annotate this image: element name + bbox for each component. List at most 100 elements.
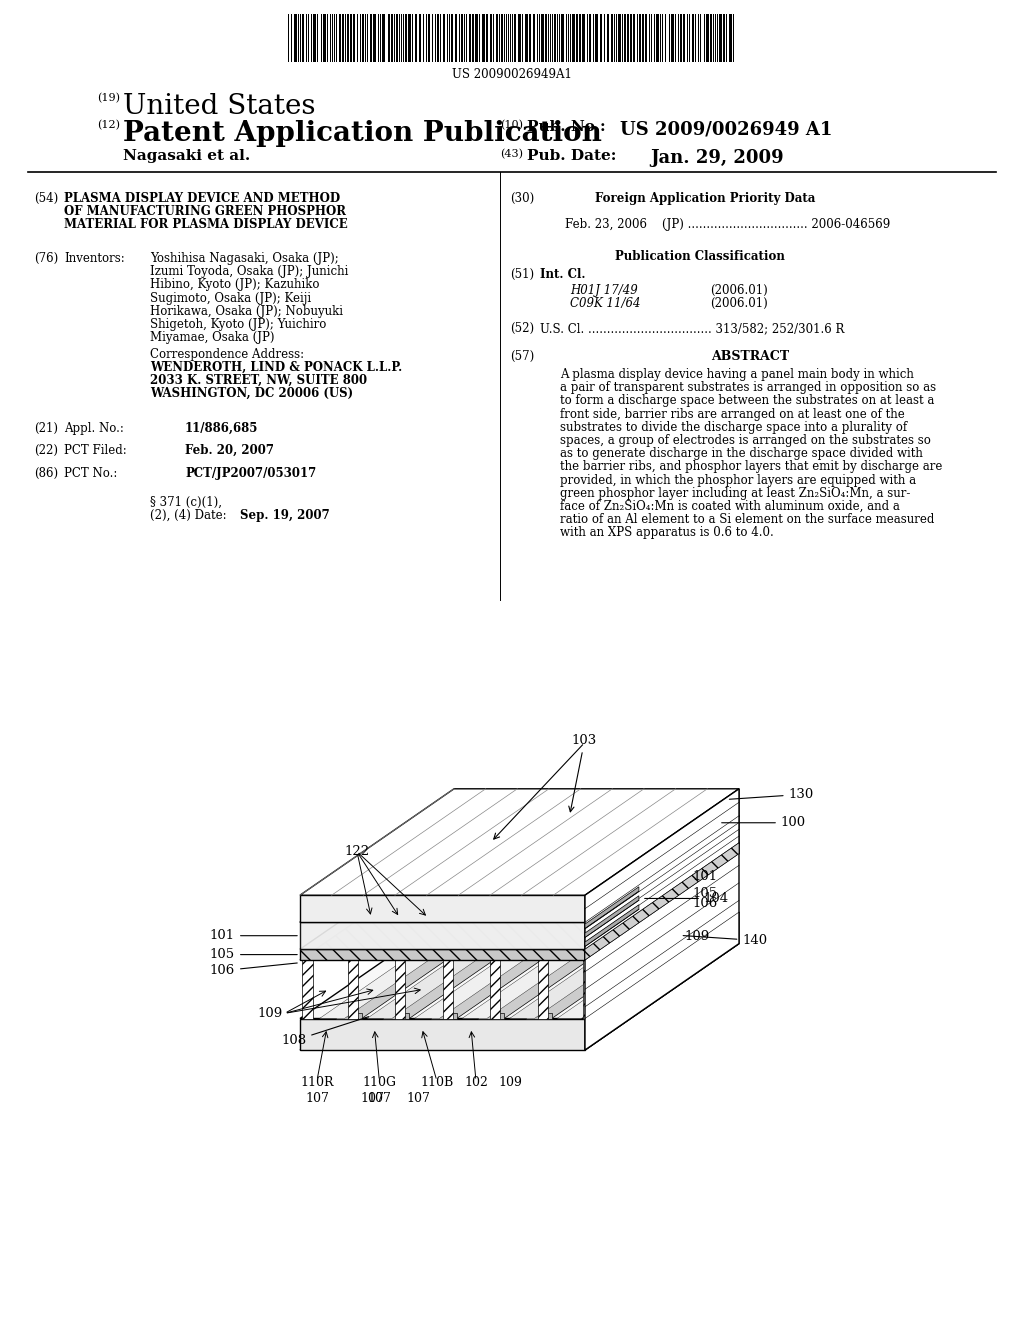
- Bar: [294, 15, 297, 62]
- Bar: [525, 15, 527, 62]
- Bar: [472, 15, 474, 62]
- Text: US 2009/0026949 A1: US 2009/0026949 A1: [620, 120, 833, 139]
- Text: as to generate discharge in the discharge space divided with: as to generate discharge in the discharg…: [560, 447, 923, 461]
- Bar: [339, 15, 341, 62]
- Text: 110R: 110R: [300, 1077, 334, 1089]
- Polygon shape: [395, 960, 406, 1019]
- Text: to form a discharge space between the substrates on at least a: to form a discharge space between the su…: [560, 395, 934, 408]
- Text: WENDEROTH, LIND & PONACK L.L.P.: WENDEROTH, LIND & PONACK L.L.P.: [150, 360, 402, 374]
- Text: United States: United States: [123, 92, 315, 120]
- Bar: [518, 15, 521, 62]
- Polygon shape: [585, 789, 739, 923]
- Bar: [455, 15, 457, 62]
- Text: OF MANUFACTURING GREEN PHOSPHOR: OF MANUFACTURING GREEN PHOSPHOR: [63, 205, 346, 218]
- Polygon shape: [395, 870, 537, 960]
- Text: spaces, a group of electrodes is arranged on the substrates so: spaces, a group of electrodes is arrange…: [560, 434, 931, 447]
- Bar: [552, 15, 553, 62]
- Bar: [370, 15, 372, 62]
- Text: with an XPS apparatus is 0.6 to 4.0.: with an XPS apparatus is 0.6 to 4.0.: [560, 527, 774, 540]
- Bar: [449, 15, 451, 62]
- Polygon shape: [319, 928, 475, 1019]
- Bar: [680, 15, 682, 62]
- Polygon shape: [300, 842, 739, 949]
- Text: Int. Cl.: Int. Cl.: [540, 268, 586, 281]
- Text: Jan. 29, 2009: Jan. 29, 2009: [650, 149, 783, 168]
- Polygon shape: [300, 789, 739, 895]
- Bar: [595, 15, 598, 62]
- Bar: [330, 15, 332, 62]
- Bar: [373, 15, 376, 62]
- Text: MATERIAL FOR PLASMA DISPLAY DEVICE: MATERIAL FOR PLASMA DISPLAY DEVICE: [63, 218, 348, 231]
- Text: green phosphor layer including at least Zn₂SiO₄:Mn, a sur-: green phosphor layer including at least …: [560, 487, 910, 500]
- Bar: [729, 15, 731, 62]
- Bar: [653, 15, 655, 62]
- Text: Yoshihisa Nagasaki, Osaka (JP);: Yoshihisa Nagasaki, Osaka (JP);: [150, 252, 339, 265]
- Text: (10): (10): [500, 120, 523, 131]
- Polygon shape: [300, 854, 739, 960]
- Polygon shape: [442, 870, 584, 960]
- Text: Feb. 20, 2007: Feb. 20, 2007: [185, 444, 274, 457]
- Text: Correspondence Address:: Correspondence Address:: [150, 348, 304, 360]
- Bar: [639, 15, 641, 62]
- Text: C09K 11/64: C09K 11/64: [570, 297, 640, 310]
- Text: 107: 107: [368, 1092, 391, 1105]
- Bar: [298, 15, 299, 62]
- Bar: [630, 15, 632, 62]
- Bar: [607, 15, 609, 62]
- Text: 109: 109: [257, 1007, 283, 1020]
- Bar: [291, 15, 292, 62]
- Bar: [391, 15, 393, 62]
- Bar: [669, 15, 670, 62]
- Bar: [580, 15, 582, 62]
- Bar: [419, 15, 421, 62]
- Bar: [692, 15, 693, 62]
- Bar: [482, 15, 485, 62]
- Polygon shape: [478, 939, 620, 1019]
- Text: (2006.01): (2006.01): [710, 297, 768, 310]
- Bar: [572, 15, 575, 62]
- Text: 105: 105: [692, 887, 718, 900]
- Text: (51): (51): [510, 268, 535, 281]
- Bar: [501, 15, 503, 62]
- Bar: [380, 15, 381, 62]
- Bar: [327, 15, 329, 62]
- Text: Hibino, Kyoto (JP); Kazuhiko: Hibino, Kyoto (JP); Kazuhiko: [150, 279, 319, 292]
- Bar: [362, 15, 364, 62]
- Bar: [659, 15, 662, 62]
- Bar: [345, 15, 346, 62]
- Bar: [496, 15, 498, 62]
- Text: 101: 101: [210, 929, 297, 942]
- Text: Pub. Date:: Pub. Date:: [527, 149, 616, 162]
- Polygon shape: [538, 960, 548, 1019]
- Bar: [615, 15, 617, 62]
- Text: (76): (76): [34, 252, 58, 265]
- Bar: [625, 15, 626, 62]
- Polygon shape: [585, 896, 639, 937]
- Text: (19): (19): [97, 92, 120, 103]
- Polygon shape: [300, 816, 739, 923]
- Bar: [452, 15, 453, 62]
- Text: Miyamae, Osaka (JP): Miyamae, Osaka (JP): [150, 331, 274, 345]
- Bar: [510, 15, 511, 62]
- Text: 100: 100: [722, 816, 806, 829]
- Text: Patent Application Publication: Patent Application Publication: [123, 120, 602, 147]
- Bar: [645, 15, 647, 62]
- Text: PCT/JP2007/053017: PCT/JP2007/053017: [185, 467, 316, 480]
- Polygon shape: [585, 912, 739, 1049]
- Polygon shape: [585, 789, 739, 1049]
- Polygon shape: [302, 960, 312, 1019]
- Bar: [671, 15, 674, 62]
- Text: (43): (43): [500, 149, 523, 160]
- Text: (54): (54): [34, 191, 58, 205]
- Bar: [628, 15, 629, 62]
- Bar: [388, 15, 390, 62]
- Bar: [461, 15, 463, 62]
- Bar: [316, 15, 318, 62]
- Text: (2), (4) Date:: (2), (4) Date:: [150, 510, 226, 521]
- Bar: [347, 15, 349, 62]
- Text: PCT No.:: PCT No.:: [63, 467, 118, 480]
- Polygon shape: [585, 842, 739, 960]
- Text: 130: 130: [729, 788, 814, 801]
- Text: 110G: 110G: [362, 1077, 396, 1089]
- Bar: [665, 15, 667, 62]
